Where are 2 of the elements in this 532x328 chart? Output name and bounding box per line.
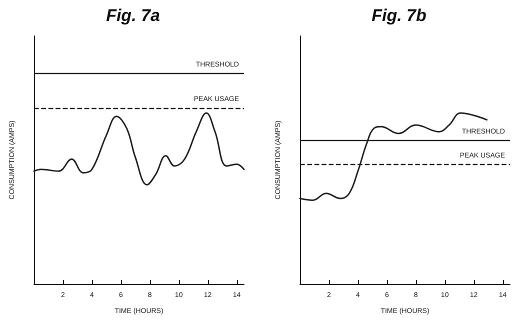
chart-title: Fig. 7b <box>372 6 426 25</box>
chart-title: Fig. 7a <box>106 6 160 25</box>
